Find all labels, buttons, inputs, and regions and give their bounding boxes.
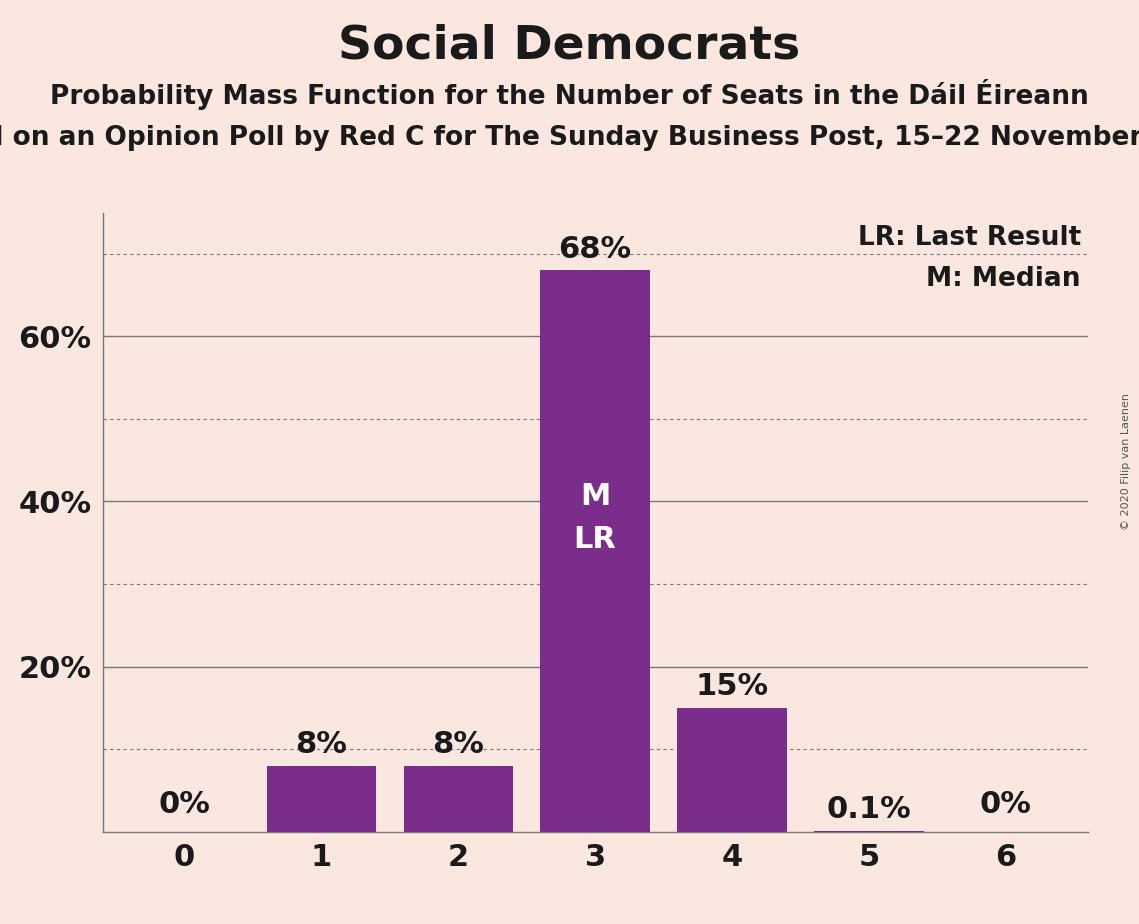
Text: 0%: 0%: [158, 790, 211, 820]
Bar: [267, 766, 376, 832]
Bar: [540, 271, 650, 832]
Text: © 2020 Filip van Laenen: © 2020 Filip van Laenen: [1121, 394, 1131, 530]
Text: Social Democrats: Social Democrats: [338, 23, 801, 68]
Text: 0%: 0%: [980, 790, 1032, 820]
Text: 8%: 8%: [295, 730, 347, 759]
Text: 0.1%: 0.1%: [827, 796, 911, 824]
Text: 15%: 15%: [696, 672, 769, 701]
Text: M
LR: M LR: [574, 482, 616, 553]
Text: M: Median: M: Median: [926, 266, 1081, 292]
Text: 68%: 68%: [558, 235, 632, 263]
Bar: [403, 766, 513, 832]
Text: LR: Last Result: LR: Last Result: [858, 225, 1081, 251]
Text: Probability Mass Function for the Number of Seats in the Dáil Éireann: Probability Mass Function for the Number…: [50, 79, 1089, 110]
Bar: [678, 708, 787, 832]
Text: 8%: 8%: [433, 730, 484, 759]
Text: Based on an Opinion Poll by Red C for The Sunday Business Post, 15–22 November 2: Based on an Opinion Poll by Red C for Th…: [0, 125, 1139, 151]
